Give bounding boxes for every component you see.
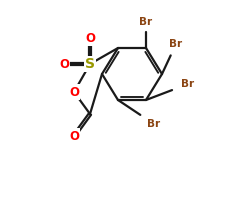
Text: Br: Br: [169, 39, 183, 49]
Text: O: O: [85, 31, 95, 45]
Text: Br: Br: [139, 17, 153, 27]
Text: Br: Br: [181, 79, 195, 89]
Text: O: O: [69, 86, 79, 98]
Text: O: O: [69, 130, 79, 142]
Text: S: S: [85, 57, 95, 71]
Text: Br: Br: [147, 119, 161, 129]
Text: O: O: [59, 58, 69, 71]
